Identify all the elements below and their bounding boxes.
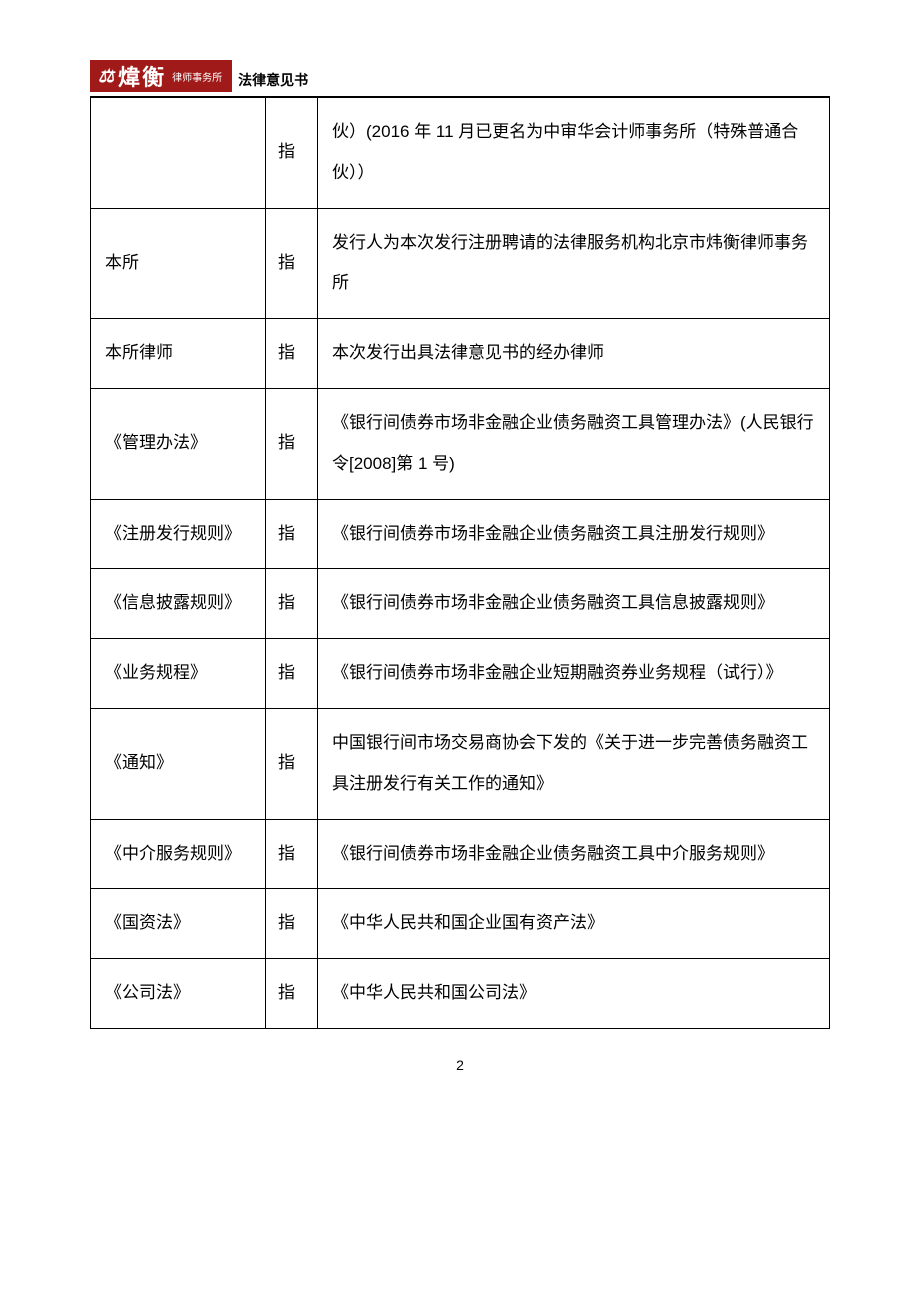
- definition-cell: 《银行间债券市场非金融企业债务融资工具注册发行规则》: [318, 499, 830, 569]
- table-row: 《业务规程》 指 《银行间债券市场非金融企业短期融资券业务规程（试行）》: [91, 639, 830, 709]
- table-row: 《信息披露规则》 指 《银行间债券市场非金融企业债务融资工具信息披露规则》: [91, 569, 830, 639]
- definition-cell: 《银行间债券市场非金融企业债务融资工具中介服务规则》: [318, 819, 830, 889]
- pointer-cell: 指: [266, 819, 318, 889]
- term-cell: 《国资法》: [91, 889, 266, 959]
- term-cell: 《业务规程》: [91, 639, 266, 709]
- definition-cell: 《中华人民共和国公司法》: [318, 959, 830, 1029]
- definition-cell: 《银行间债券市场非金融企业短期融资券业务规程（试行）》: [318, 639, 830, 709]
- pointer-cell: 指: [266, 639, 318, 709]
- page-header: ⚖ 煒衡 律师事务所 法律意见书: [90, 60, 830, 92]
- table-row: 本所律师 指 本次发行出具法律意见书的经办律师: [91, 319, 830, 389]
- table-row: 指 伙）(2016 年 11 月已更名为中审华会计师事务所（特殊普通合伙））: [91, 98, 830, 209]
- pointer-cell: 指: [266, 959, 318, 1029]
- pointer-cell: 指: [266, 98, 318, 209]
- pointer-cell: 指: [266, 569, 318, 639]
- definition-cell: 中国银行间市场交易商协会下发的《关于进一步完善债务融资工具注册发行有关工作的通知…: [318, 708, 830, 819]
- logo-sub-text: 律师事务所: [172, 69, 222, 84]
- table-row: 《国资法》 指 《中华人民共和国企业国有资产法》: [91, 889, 830, 959]
- page-number: 2: [90, 1057, 830, 1073]
- table-body: 指 伙）(2016 年 11 月已更名为中审华会计师事务所（特殊普通合伙）） 本…: [91, 98, 830, 1029]
- definition-cell: 本次发行出具法律意见书的经办律师: [318, 319, 830, 389]
- term-cell: 《通知》: [91, 708, 266, 819]
- table-row: 《中介服务规则》 指 《银行间债券市场非金融企业债务融资工具中介服务规则》: [91, 819, 830, 889]
- term-cell: 《中介服务规则》: [91, 819, 266, 889]
- term-cell: 本所律师: [91, 319, 266, 389]
- pointer-cell: 指: [266, 499, 318, 569]
- table-row: 《公司法》 指 《中华人民共和国公司法》: [91, 959, 830, 1029]
- table-row: 《注册发行规则》 指 《银行间债券市场非金融企业债务融资工具注册发行规则》: [91, 499, 830, 569]
- definition-cell: 伙）(2016 年 11 月已更名为中审华会计师事务所（特殊普通合伙））: [318, 98, 830, 209]
- table-row: 《通知》 指 中国银行间市场交易商协会下发的《关于进一步完善债务融资工具注册发行…: [91, 708, 830, 819]
- pointer-cell: 指: [266, 889, 318, 959]
- term-cell: 本所: [91, 208, 266, 319]
- pointer-cell: 指: [266, 708, 318, 819]
- document-page: ⚖ 煒衡 律师事务所 法律意见书 指 伙）(2016 年 11 月已更名为中审华…: [0, 0, 920, 1113]
- term-cell: [91, 98, 266, 209]
- term-cell: 《注册发行规则》: [91, 499, 266, 569]
- table-row: 《管理办法》 指 《银行间债券市场非金融企业债务融资工具管理办法》(人民银行令[…: [91, 388, 830, 499]
- table-row: 本所 指 发行人为本次发行注册聘请的法律服务机构北京市炜衡律师事务所: [91, 208, 830, 319]
- term-cell: 《信息披露规则》: [91, 569, 266, 639]
- pointer-cell: 指: [266, 208, 318, 319]
- logo-main-text: 煒衡: [118, 60, 166, 92]
- pointer-cell: 指: [266, 388, 318, 499]
- definition-cell: 发行人为本次发行注册聘请的法律服务机构北京市炜衡律师事务所: [318, 208, 830, 319]
- scale-icon: ⚖: [98, 66, 114, 87]
- pointer-cell: 指: [266, 319, 318, 389]
- definition-cell: 《银行间债券市场非金融企业债务融资工具管理办法》(人民银行令[2008]第 1 …: [318, 388, 830, 499]
- term-cell: 《公司法》: [91, 959, 266, 1029]
- firm-logo: ⚖ 煒衡 律师事务所: [90, 60, 232, 92]
- definition-cell: 《中华人民共和国企业国有资产法》: [318, 889, 830, 959]
- definitions-table: 指 伙）(2016 年 11 月已更名为中审华会计师事务所（特殊普通合伙）） 本…: [90, 97, 830, 1029]
- term-cell: 《管理办法》: [91, 388, 266, 499]
- document-title: 法律意见书: [238, 70, 308, 92]
- definition-cell: 《银行间债券市场非金融企业债务融资工具信息披露规则》: [318, 569, 830, 639]
